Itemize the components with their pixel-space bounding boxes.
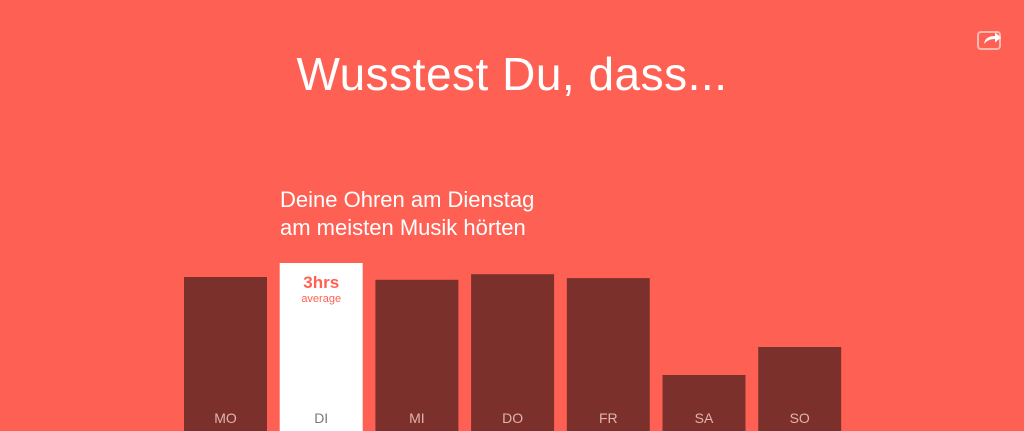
bar-sa [662, 375, 746, 431]
bar-do [471, 274, 555, 431]
bar-fr [566, 278, 650, 431]
chart-subtitle: Deine Ohren am Dienstag am meisten Musik… [280, 186, 680, 242]
bar-label-do: DO [502, 410, 523, 426]
bar-label-mo: MO [214, 410, 237, 426]
page-title: Wusstest Du, dass... [296, 48, 728, 100]
subtitle-line-2: am meisten Musik hörten [280, 215, 526, 240]
bar-di [279, 263, 363, 431]
bar-label-fr: FR [599, 410, 618, 426]
subtitle-line-1: Deine Ohren am Dienstag [280, 187, 535, 212]
bar-label-so: SO [790, 410, 810, 426]
bar-mi [375, 279, 459, 431]
highlight-value-label: 3hrs [303, 273, 339, 292]
highlight-sub-label: average [301, 293, 341, 305]
share-button[interactable] [976, 28, 1004, 52]
bar-label-sa: SA [695, 410, 714, 426]
share-icon [977, 31, 1001, 50]
bar-mo [184, 277, 267, 431]
bar-so [758, 347, 842, 431]
bar-label-di: DI [314, 410, 328, 426]
bar-label-mi: MI [409, 410, 425, 426]
